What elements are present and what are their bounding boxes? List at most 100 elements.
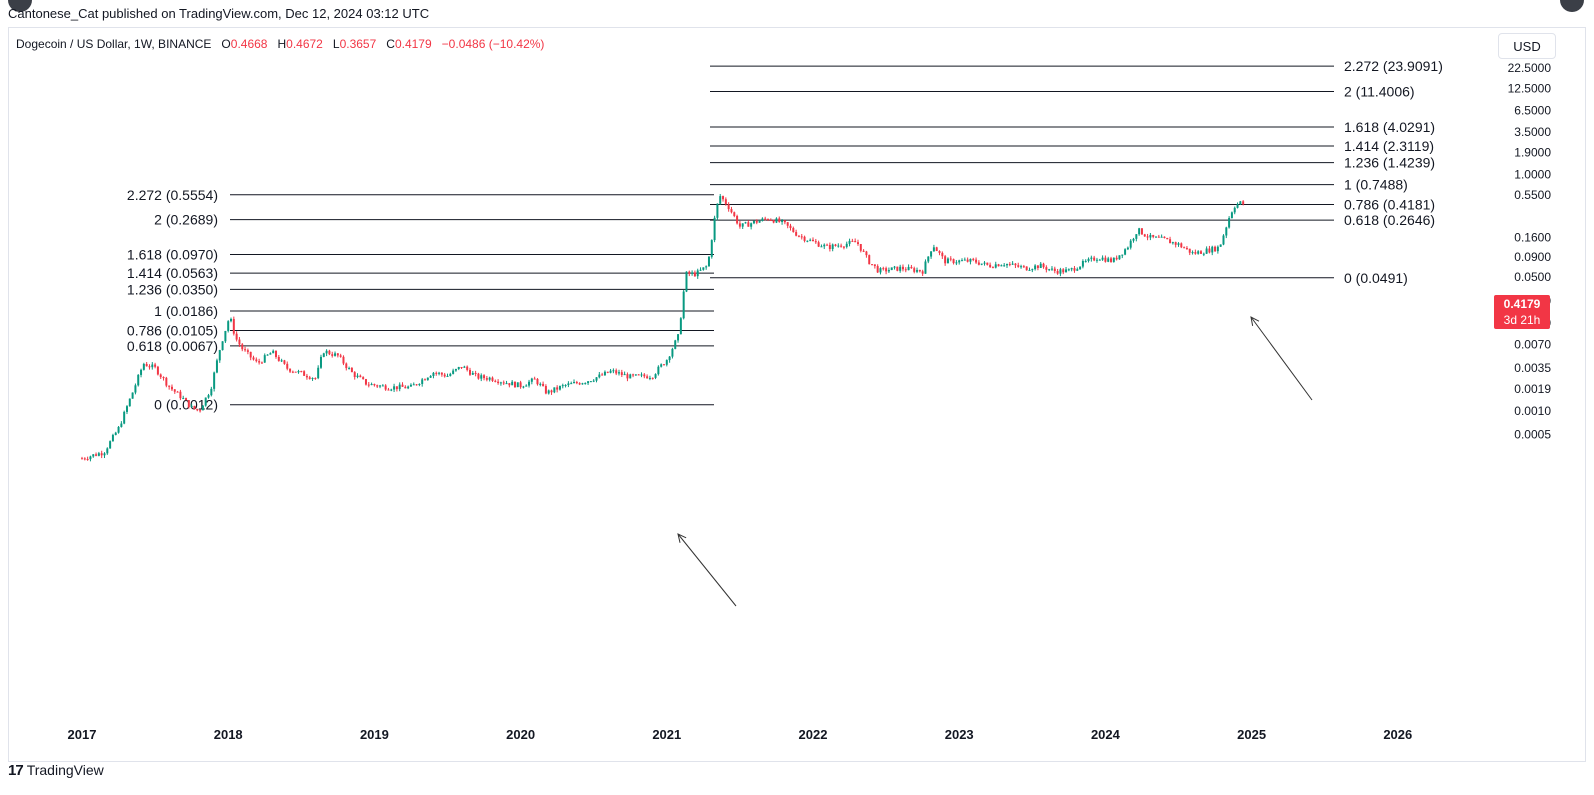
candle-body [1005,264,1008,266]
candle-body [438,372,441,374]
candle-body [722,196,725,200]
candle-body [289,368,292,372]
close-value: 0.4179 [394,37,432,51]
candle-body [502,382,505,384]
fib-level-label: 0.618 (0.0067) [127,338,218,354]
y-tick-label: 3.5000 [1514,125,1551,139]
candle-body [828,244,831,250]
last-price: 0.4179 [1503,297,1541,311]
candle-body [1242,201,1245,205]
candle-body [612,370,615,372]
candle-body [218,350,221,361]
candle-body [598,374,601,378]
candle-body [702,267,705,270]
candle-body [1222,235,1225,245]
y-tick-label: 0.0070 [1514,337,1551,351]
candle-body [581,383,584,385]
candle-body [764,218,767,220]
candle-body [564,384,567,386]
candle-body [688,271,691,274]
candle-body [724,199,727,205]
candle-body [758,220,761,223]
candle-body [603,371,606,376]
candle-body [1025,266,1028,271]
y-tick-label: 0.1600 [1514,230,1551,244]
candle-body [128,398,131,407]
candle-body [224,330,227,342]
candle-body [730,209,733,213]
chart-pane[interactable] [8,27,1586,762]
candle-body [944,256,947,264]
currency-button[interactable]: USD [1498,33,1556,59]
candle-body [393,386,396,390]
candle-body [109,441,112,449]
candle-body [882,268,885,270]
candle-body [362,377,365,380]
fib-level-label: 2.272 (0.5554) [127,187,218,203]
candle-body [210,388,213,396]
candle-body [1053,268,1056,272]
high-label: H [277,37,287,51]
candle-body [648,377,651,379]
candle-body [367,384,370,386]
candle-body [1160,236,1163,238]
candle-body [300,371,303,373]
candle-body [961,260,964,262]
candle-body [710,240,713,257]
candle-body [1174,242,1177,245]
candle-body [699,269,702,271]
candle-body [1020,266,1023,268]
candle-body [803,236,806,241]
candle-body [1197,251,1200,254]
candle-body [266,354,269,356]
candle-body [190,405,193,408]
candle-body [1143,234,1146,237]
candle-body [975,259,978,263]
candle-body [716,203,719,218]
candle-body [513,381,516,388]
candle-body [460,367,463,369]
candle-body [1090,257,1093,259]
candle-body [89,456,92,460]
candle-body [193,405,196,409]
candle-body [856,242,859,244]
candle-body [983,262,986,264]
candle-body [615,370,618,374]
candle-body [499,382,502,384]
candle-body [761,218,764,221]
candle-body [92,454,95,457]
candle-body [907,266,910,271]
candle-body [232,318,235,334]
candle-body [637,374,640,376]
candle-body [449,373,452,376]
candle-body [1028,269,1031,271]
candle-body [887,270,890,272]
candle-body [246,350,249,352]
candle-body [792,227,795,233]
candle-body [134,385,137,393]
fib-level-label: 0 (0.0491) [1344,270,1408,286]
candle-body [511,381,514,386]
y-tick-label: 0.5500 [1514,188,1551,202]
candle-body [533,378,536,380]
candle-body [876,266,879,273]
share-icon[interactable] [1560,0,1584,12]
candle-body [331,354,334,356]
candle-body [1194,252,1197,254]
candle-body [412,384,415,386]
candle-body [626,374,629,379]
candle-body [910,266,913,269]
fib-level-label: 0.618 (0.2646) [1344,212,1435,228]
annotation-arrow [1250,316,1313,401]
y-tick-label: 6.5000 [1514,104,1551,118]
candle-body [356,375,359,378]
candle-body [1140,228,1143,235]
candle-body [1180,243,1183,248]
candle-body [424,379,427,381]
candle-body [303,371,306,376]
candle-body [623,374,626,376]
candle-body [592,380,595,382]
candle-body [519,382,522,388]
candle-body [140,369,143,375]
